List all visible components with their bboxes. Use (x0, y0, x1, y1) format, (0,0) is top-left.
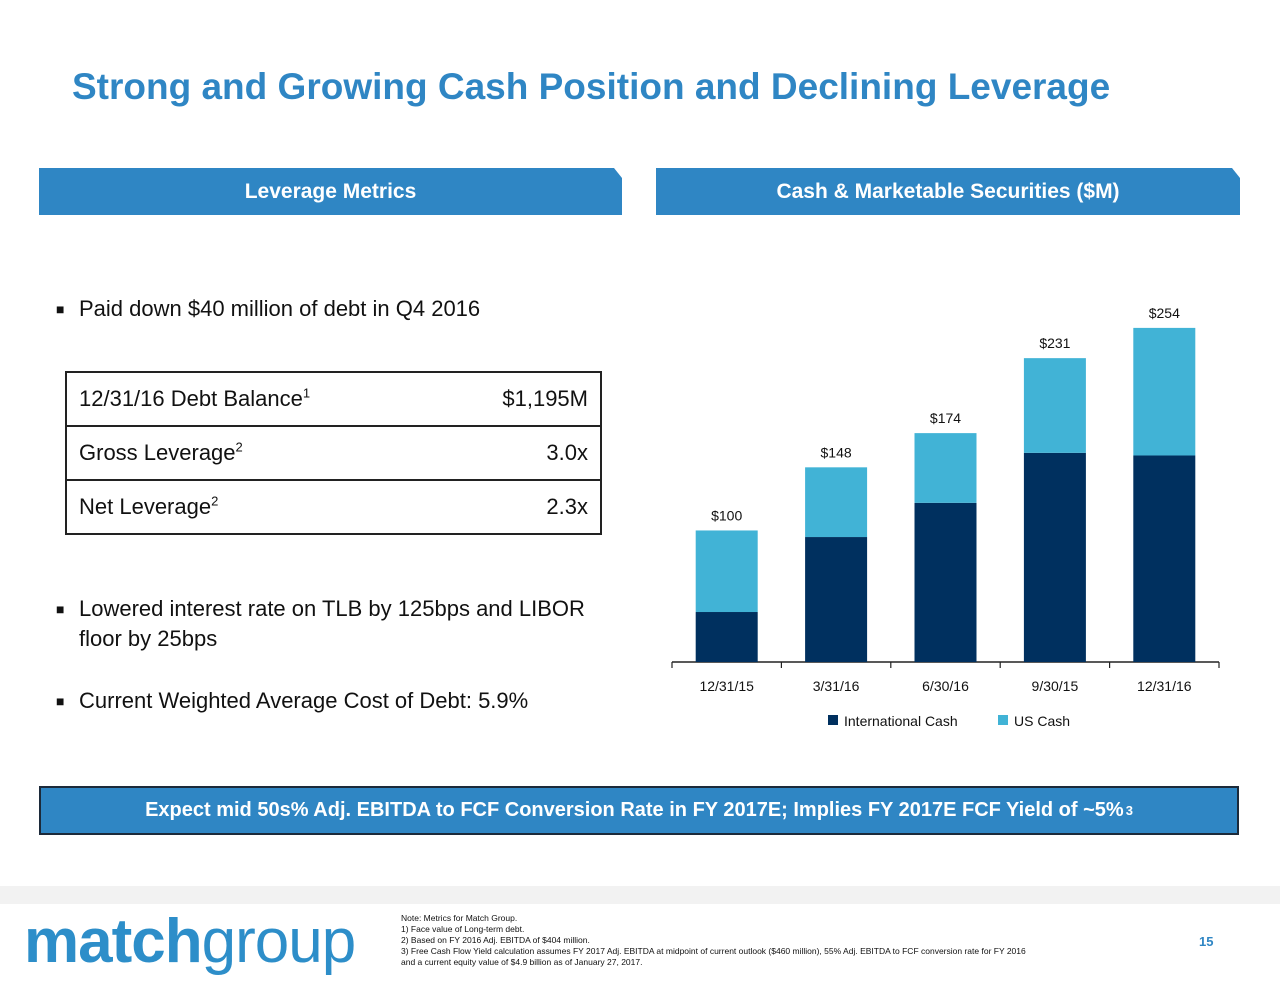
bullet-text: Lowered interest rate on TLB by 125bps a… (79, 596, 585, 651)
data-label: $174 (930, 410, 961, 426)
bullet-text: Paid down $40 million of debt in Q4 2016 (79, 296, 481, 321)
table-cell-label: 12/31/16 Debt Balance1 (65, 371, 440, 427)
table-cell-value: 3.0x (439, 425, 603, 481)
bar-us-cash (805, 467, 868, 538)
debt-metrics-table: 12/31/16 Debt Balance1 $1,195M Gross Lev… (65, 371, 603, 535)
cash-securities-chart: $100 12/31/15 $148 3/31/16 $174 6/30/16 $231 9/… (671, 305, 1220, 729)
page-number: 15 (1199, 934, 1214, 949)
footnote-line: 2) Based on FY 2016 Adj. EBITDA of $404 … (401, 935, 590, 945)
table-cell-label: Gross Leverage2 (65, 425, 440, 481)
data-label: $231 (1039, 335, 1070, 351)
bar-international-cash (695, 612, 758, 662)
bar-us-cash (1023, 358, 1086, 453)
table-cell-label: Net Leverage2 (65, 479, 440, 535)
x-tick-label: 6/30/16 (922, 678, 969, 694)
footer-divider (0, 886, 1280, 904)
footnote-line: 1) Face value of Long-term debt. (401, 924, 525, 934)
x-tick-label: 12/31/15 (699, 678, 754, 694)
bar-us-cash (914, 433, 977, 503)
legend-label: US Cash (1014, 713, 1070, 729)
bar-international-cash (1133, 455, 1196, 662)
footnotes: Note: Metrics for Match Group. 1) Face v… (401, 913, 1181, 968)
bar-international-cash (805, 537, 868, 662)
leverage-metrics-header: Leverage Metrics (39, 168, 622, 215)
legend-swatch (998, 715, 1008, 725)
data-label: $148 (821, 444, 852, 460)
fcf-conversion-banner: Expect mid 50s% Adj. EBITDA to FCF Conve… (39, 786, 1239, 835)
bullet-square-icon: ■ (56, 693, 65, 709)
bullet-text: Current Weighted Average Cost of Debt: 5… (79, 688, 529, 713)
bar-international-cash (1023, 452, 1086, 662)
data-label: $100 (711, 507, 742, 523)
match-group-logo: matchgroup (24, 907, 356, 976)
table-cell-value: 2.3x (439, 479, 603, 535)
cash-securities-header: Cash & Marketable Securities ($M) (656, 168, 1240, 215)
table-row: 12/31/16 Debt Balance1 $1,195M (65, 371, 603, 427)
footnote-line: Note: Metrics for Match Group. (401, 913, 518, 923)
data-label: $254 (1149, 305, 1180, 321)
legend-swatch (828, 715, 838, 725)
bar-international-cash (914, 502, 977, 662)
bar-us-cash (1133, 327, 1196, 456)
table-cell-value: $1,195M (439, 371, 603, 427)
x-tick-label: 9/30/15 (1032, 678, 1079, 694)
table-row: Net Leverage2 2.3x (65, 479, 603, 535)
x-tick-label: 3/31/16 (813, 678, 860, 694)
footnote-line: 3) Free Cash Flow Yield calculation assu… (401, 946, 1026, 956)
x-tick-label: 12/31/16 (1137, 678, 1192, 694)
bullet-square-icon: ■ (56, 301, 65, 317)
bar-us-cash (695, 530, 758, 613)
legend-label: International Cash (844, 713, 958, 729)
bullet-square-icon: ■ (56, 601, 65, 617)
page-title: Strong and Growing Cash Position and Dec… (72, 66, 1111, 107)
footnote-line: and a current equity value of $4.9 billi… (401, 957, 643, 967)
table-row: Gross Leverage2 3.0x (65, 425, 603, 481)
